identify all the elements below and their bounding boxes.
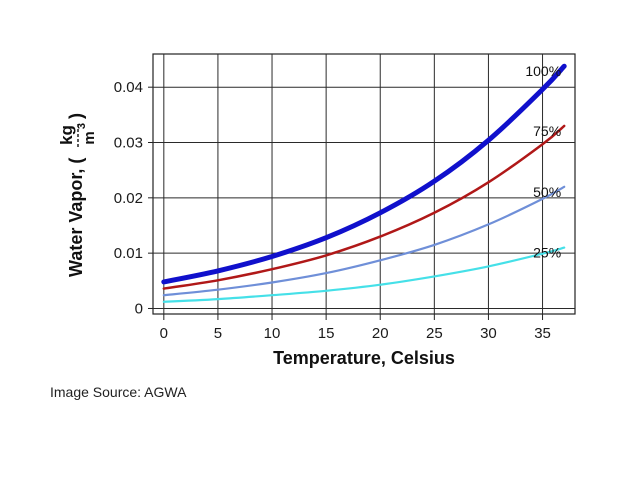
y-tick-label: 0.01 [114, 245, 143, 262]
series-line-50pct [162, 185, 566, 297]
x-tick-label: 35 [534, 325, 551, 342]
series-line-25pct [162, 246, 566, 303]
plot-area-border [152, 53, 576, 315]
series-label-50pct: 50% [533, 184, 561, 200]
x-tick-label: 10 [264, 325, 281, 342]
series-lines [161, 63, 567, 303]
x-tick-label: 25 [426, 325, 443, 342]
series-line-75pct [162, 124, 566, 290]
series-label-75pct: 75% [533, 123, 561, 139]
water-vapor-chart: 0 5 10 15 20 25 30 35 0 0.01 0.02 0.03 0.04 100% 75% 5… [57, 53, 576, 368]
x-tick-label: 20 [372, 325, 389, 342]
y-tick-label: 0.02 [114, 190, 143, 207]
y-axis-label-numerator: kg [57, 125, 76, 145]
y-axis-label-suffix: ) [66, 113, 86, 119]
y-tick-label: 0.03 [114, 135, 143, 152]
series-label-100pct: 100% [525, 63, 561, 79]
y-axis-label-prefix: Water Vapor, ( [66, 158, 86, 277]
series-labels: 100% 75% 50% 25% [525, 63, 561, 260]
image-source-note: Image Source: AGWA [50, 384, 187, 400]
y-axis-label-denominator: m [81, 131, 98, 144]
series-label-25pct: 25% [533, 245, 561, 261]
grid [153, 54, 575, 314]
x-axis-label: Temperature, Celsius [273, 348, 455, 368]
series-line-100pct [161, 63, 567, 285]
x-tick-label: 30 [480, 325, 497, 342]
y-tick-label: 0.04 [114, 79, 143, 96]
x-tick-label: 15 [318, 325, 335, 342]
y-tick-label: 0 [135, 300, 143, 317]
x-tick-label: 5 [214, 325, 222, 342]
x-tick-label: 0 [160, 325, 168, 342]
y-axis-label: Water Vapor, ( kg m 3 ) [57, 113, 98, 277]
axis-ticks: 0 5 10 15 20 25 30 35 0 0.01 0.02 0.03 0.04 [114, 79, 551, 342]
y-axis-label-exponent: 3 [76, 123, 88, 129]
